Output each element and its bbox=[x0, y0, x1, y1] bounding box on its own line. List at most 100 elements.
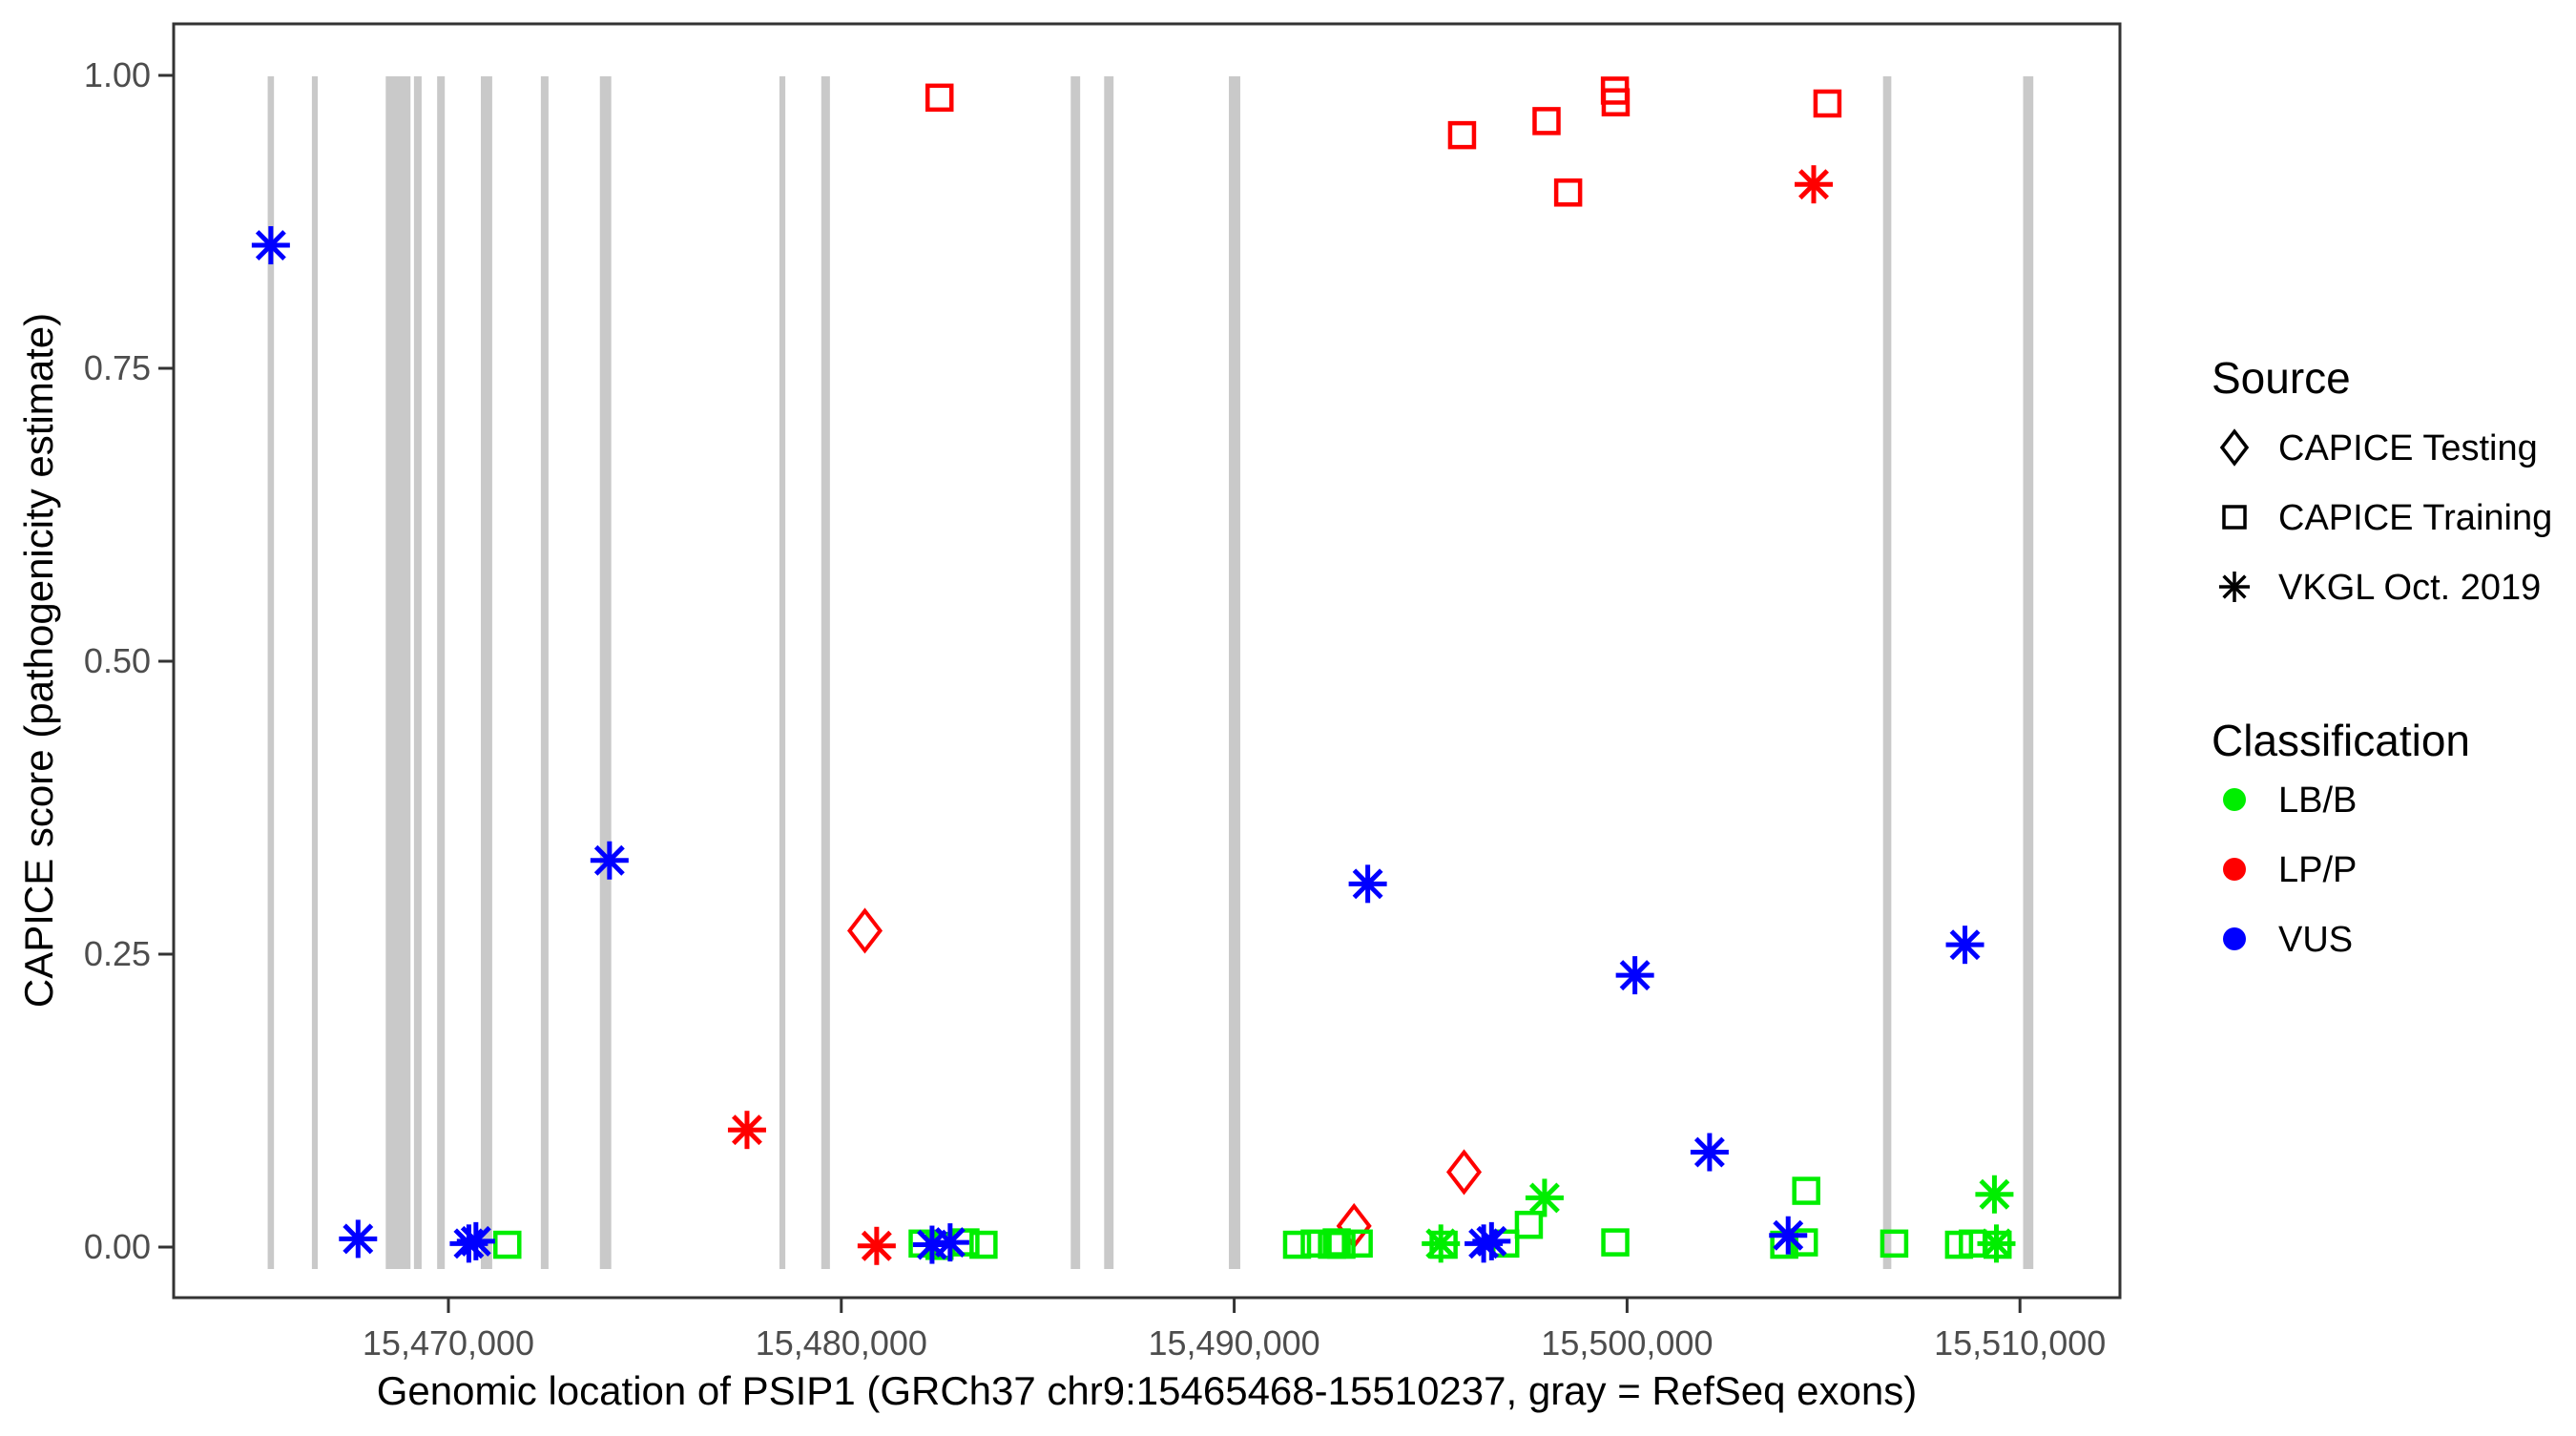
y-axis-title: CAPICE score (pathogenicity estimate) bbox=[16, 313, 61, 1008]
asterisk-arm bbox=[1619, 960, 1651, 991]
exon-bar bbox=[413, 76, 422, 1269]
data-point bbox=[1977, 1224, 2016, 1263]
exon-bar bbox=[437, 76, 446, 1269]
data-point bbox=[1327, 1230, 1356, 1259]
legend-item-label: CAPICE Training bbox=[2278, 498, 2552, 538]
data-point bbox=[1945, 926, 1984, 965]
data-point bbox=[1769, 1216, 1808, 1255]
data-point bbox=[1615, 956, 1654, 995]
exon-bar bbox=[1104, 76, 1114, 1269]
diamond-glyph bbox=[2219, 428, 2250, 467]
data-point bbox=[1795, 165, 1834, 204]
data-point bbox=[969, 1230, 998, 1259]
vus-dot-icon bbox=[2223, 927, 2246, 950]
legend-item-vus: VUS bbox=[2223, 920, 2353, 960]
y-tick-label: 0.00 bbox=[84, 1227, 151, 1266]
data-point bbox=[930, 1223, 969, 1262]
x-tick-label: 15,490,000 bbox=[1149, 1323, 1320, 1363]
data-point bbox=[1445, 1149, 1483, 1196]
exon-bar bbox=[599, 76, 612, 1269]
asterisk-arm bbox=[1528, 1182, 1560, 1214]
y-tick-label: 0.75 bbox=[84, 348, 151, 387]
data-point bbox=[1813, 89, 1842, 118]
legend-item-label: VKGL Oct. 2019 bbox=[2278, 568, 2541, 608]
lbb-dot-icon bbox=[2223, 788, 2246, 811]
data-point bbox=[1422, 1224, 1461, 1263]
legend-item-capice-testing: CAPICE Testing bbox=[2219, 428, 2538, 468]
asterisk-arm bbox=[1476, 1225, 1507, 1257]
data-point bbox=[1880, 1229, 1909, 1259]
asterisk-arm bbox=[1981, 1228, 2012, 1259]
data-point bbox=[857, 1226, 896, 1265]
legend-item-label: LP/P bbox=[2278, 850, 2357, 890]
lpp-dot-icon bbox=[2223, 858, 2246, 881]
legend-item-capice-training: CAPICE Training bbox=[2222, 498, 2552, 538]
asterisk-arm bbox=[255, 230, 286, 261]
exon-bar bbox=[1229, 76, 1240, 1269]
data-point bbox=[1525, 1178, 1564, 1217]
asterisk-arm bbox=[1949, 929, 1981, 961]
data-point bbox=[846, 907, 883, 954]
plot-panel-border bbox=[172, 22, 2122, 1300]
data-point bbox=[1975, 1175, 2014, 1214]
data-points bbox=[251, 76, 2016, 1265]
data-point bbox=[1282, 1230, 1312, 1259]
diamond-icon bbox=[2219, 428, 2250, 467]
y-tick-label: 0.25 bbox=[84, 934, 151, 973]
legend-item-label: LB/B bbox=[2278, 780, 2357, 821]
legend-item-lbb: LB/B bbox=[2223, 780, 2357, 821]
data-point bbox=[1553, 178, 1583, 207]
x-tick-label: 15,500,000 bbox=[1541, 1323, 1713, 1363]
legend-classification-title: Classification bbox=[2212, 716, 2470, 765]
exon-bar bbox=[1882, 76, 1892, 1269]
exon-bar bbox=[480, 76, 492, 1269]
data-point bbox=[456, 1221, 495, 1260]
y-tick-label: 0.50 bbox=[84, 641, 151, 680]
exon-bar bbox=[2023, 76, 2034, 1269]
asterisk-icon bbox=[2219, 572, 2250, 602]
x-tick-label: 15,510,000 bbox=[1934, 1323, 2106, 1363]
asterisk-glyph bbox=[2219, 572, 2250, 602]
exon-bar bbox=[385, 76, 411, 1269]
asterisk-arm bbox=[1352, 868, 1383, 900]
y-tick-label: 1.00 bbox=[84, 55, 151, 94]
data-point bbox=[1690, 1133, 1729, 1172]
asterisk-arm bbox=[1425, 1228, 1457, 1259]
square-icon bbox=[2222, 505, 2247, 530]
legend-item-label: VUS bbox=[2278, 920, 2353, 960]
data-point bbox=[925, 83, 954, 113]
x-axis-title: Genomic location of PSIP1 (GRCh37 chr9:1… bbox=[377, 1368, 1917, 1413]
asterisk-arm bbox=[1979, 1178, 2010, 1210]
asterisk-arm bbox=[861, 1230, 892, 1261]
data-point bbox=[251, 226, 290, 265]
data-point bbox=[1447, 120, 1477, 150]
asterisk-arm bbox=[1798, 169, 1829, 200]
data-point bbox=[1514, 1210, 1544, 1239]
asterisk-arm bbox=[593, 844, 625, 876]
legend: Source CAPICE Testing CAPICE Training VK… bbox=[2212, 353, 2552, 960]
asterisk-arm bbox=[460, 1225, 491, 1257]
data-point bbox=[1348, 864, 1387, 904]
square-glyph bbox=[2222, 505, 2247, 530]
legend-item-vkgl: VKGL Oct. 2019 bbox=[2219, 568, 2541, 608]
asterisk-arm bbox=[1693, 1136, 1725, 1168]
data-point bbox=[339, 1219, 378, 1259]
data-point bbox=[1532, 107, 1561, 135]
exon-bar bbox=[821, 76, 830, 1269]
data-point bbox=[1344, 1229, 1373, 1259]
asterisk-arm bbox=[934, 1227, 966, 1259]
asterisk-arm bbox=[732, 1114, 762, 1146]
exon-bar bbox=[779, 76, 786, 1269]
data-point bbox=[727, 1111, 766, 1150]
legend-item-label: CAPICE Testing bbox=[2278, 428, 2538, 468]
axis-ticks: 15,470,000 15,480,000 15,490,000 15,500,000… bbox=[84, 55, 2106, 1363]
asterisk-arm bbox=[343, 1223, 374, 1255]
exon-bar bbox=[540, 76, 549, 1269]
data-point bbox=[1472, 1221, 1511, 1260]
data-point bbox=[493, 1230, 522, 1259]
exon-bar bbox=[1070, 76, 1081, 1269]
exon-bar bbox=[311, 76, 319, 1269]
data-point bbox=[1601, 1228, 1630, 1257]
